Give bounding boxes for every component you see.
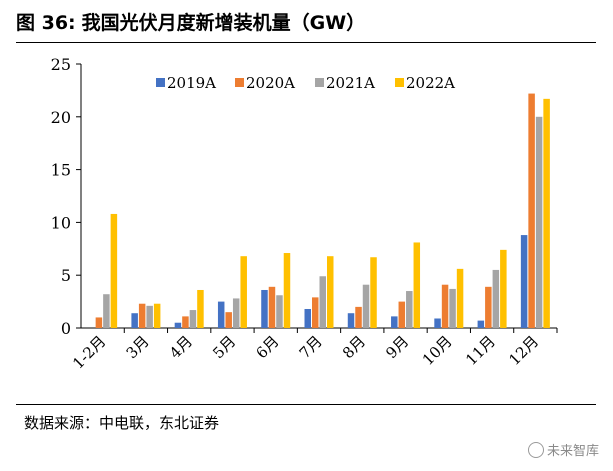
bar-2021A-5月 (232, 298, 240, 328)
watermark-text: 未来智库 (546, 444, 599, 459)
bar-2019A-4月 (174, 322, 182, 328)
bar-2019A-6月 (261, 289, 268, 328)
legend-swatch (156, 78, 165, 87)
bar-2022A-1-2月 (110, 213, 118, 328)
bar-2022A-5月 (240, 256, 247, 328)
x-tick-label: 12月 (505, 332, 542, 369)
bar-2019A-8月 (347, 313, 355, 328)
bar-2019A-10月 (434, 318, 441, 328)
y-tick-label: 0 (61, 319, 71, 338)
bar-2019A-5月 (217, 301, 225, 328)
bar-2019A-11月 (477, 320, 485, 328)
bar-2020A-10月 (441, 284, 449, 328)
x-tick-label: 3月 (123, 332, 153, 362)
x-tick-label: 4月 (166, 332, 196, 362)
y-tick-label: 5 (61, 266, 71, 285)
bar-2020A-4月 (182, 316, 189, 328)
bar-2022A-3月 (153, 303, 161, 328)
x-tick-label: 5月 (209, 332, 239, 362)
bar-2020A-7月 (312, 297, 319, 328)
x-tick-label: 1-2月 (69, 332, 109, 372)
figure-number: 图 36: (16, 12, 76, 34)
bar-2020A-9月 (398, 301, 406, 328)
chart-bars (95, 93, 550, 329)
bar-2021A-12月 (535, 116, 543, 328)
x-tick-label: 6月 (252, 332, 282, 362)
legend-swatch (315, 78, 324, 87)
bar-2019A-12月 (520, 235, 528, 328)
bar-2020A-5月 (225, 312, 232, 328)
bar-2020A-6月 (268, 286, 276, 328)
y-tick-label: 25 (51, 55, 71, 74)
bar-2022A-6月 (283, 253, 291, 328)
bar-2020A-1-2月 (95, 317, 103, 328)
legend-label: 2022A (406, 74, 455, 92)
chart-legend: 2019A 2020A 2021A 2022A (156, 74, 455, 92)
bottom-rule (16, 404, 596, 405)
bar-2021A-11月 (492, 269, 500, 328)
bar-2022A-12月 (543, 98, 550, 329)
bar-2022A-4月 (197, 289, 204, 328)
bar-2020A-11月 (485, 286, 492, 328)
bar-2019A-9月 (391, 316, 398, 328)
figure-title-text: 我国光伏月度新增装机量（GW） (81, 12, 366, 34)
bar-2019A-7月 (304, 308, 311, 328)
x-tick-label: 7月 (296, 332, 326, 362)
x-tick-label: 9月 (382, 332, 412, 362)
bar-2021A-6月 (276, 295, 283, 328)
y-tick-label: 20 (51, 108, 71, 127)
bar-2021A-1-2月 (103, 294, 110, 328)
bar-2020A-8月 (355, 306, 362, 328)
y-tick-label: 15 (51, 161, 71, 180)
legend-label: 2020A (246, 74, 295, 92)
bar-2022A-10月 (456, 268, 464, 328)
bar-chart: 0 5 10 15 20 25 1-2月 3月 4月 5月 6月 7月 8月 9月 10月 11月 12月 20… (51, 55, 558, 373)
bar-2021A-8月 (362, 284, 370, 328)
bar-2022A-7月 (327, 256, 334, 328)
legend-swatch (395, 78, 404, 87)
bar-2019A-3月 (131, 313, 138, 328)
bar-2021A-7月 (319, 276, 326, 328)
x-tick-label: 10月 (419, 332, 456, 369)
bar-2020A-12月 (528, 93, 535, 329)
top-rule (16, 42, 596, 43)
legend-label: 2021A (326, 74, 375, 92)
x-tick-label: 8月 (339, 332, 369, 362)
figure-title: 图 36: 我国光伏月度新增装机量（GW） (16, 8, 365, 35)
x-tick-label: 11月 (462, 332, 499, 369)
bar-2020A-3月 (138, 303, 146, 328)
watermark: 未来智库 (527, 440, 599, 459)
y-tick-label: 10 (51, 213, 71, 232)
bar-2022A-9月 (413, 242, 421, 328)
bar-2021A-9月 (406, 291, 413, 328)
watermark-logo-icon (527, 442, 544, 458)
source-note: 数据来源：中电联，东北证券 (24, 414, 220, 432)
legend-swatch (235, 78, 244, 87)
bar-2022A-11月 (500, 249, 507, 328)
bar-2021A-10月 (449, 288, 456, 328)
bar-2021A-4月 (189, 310, 197, 328)
legend-label: 2019A (167, 74, 216, 92)
bar-2022A-8月 (370, 257, 377, 328)
bar-2021A-3月 (146, 305, 153, 328)
